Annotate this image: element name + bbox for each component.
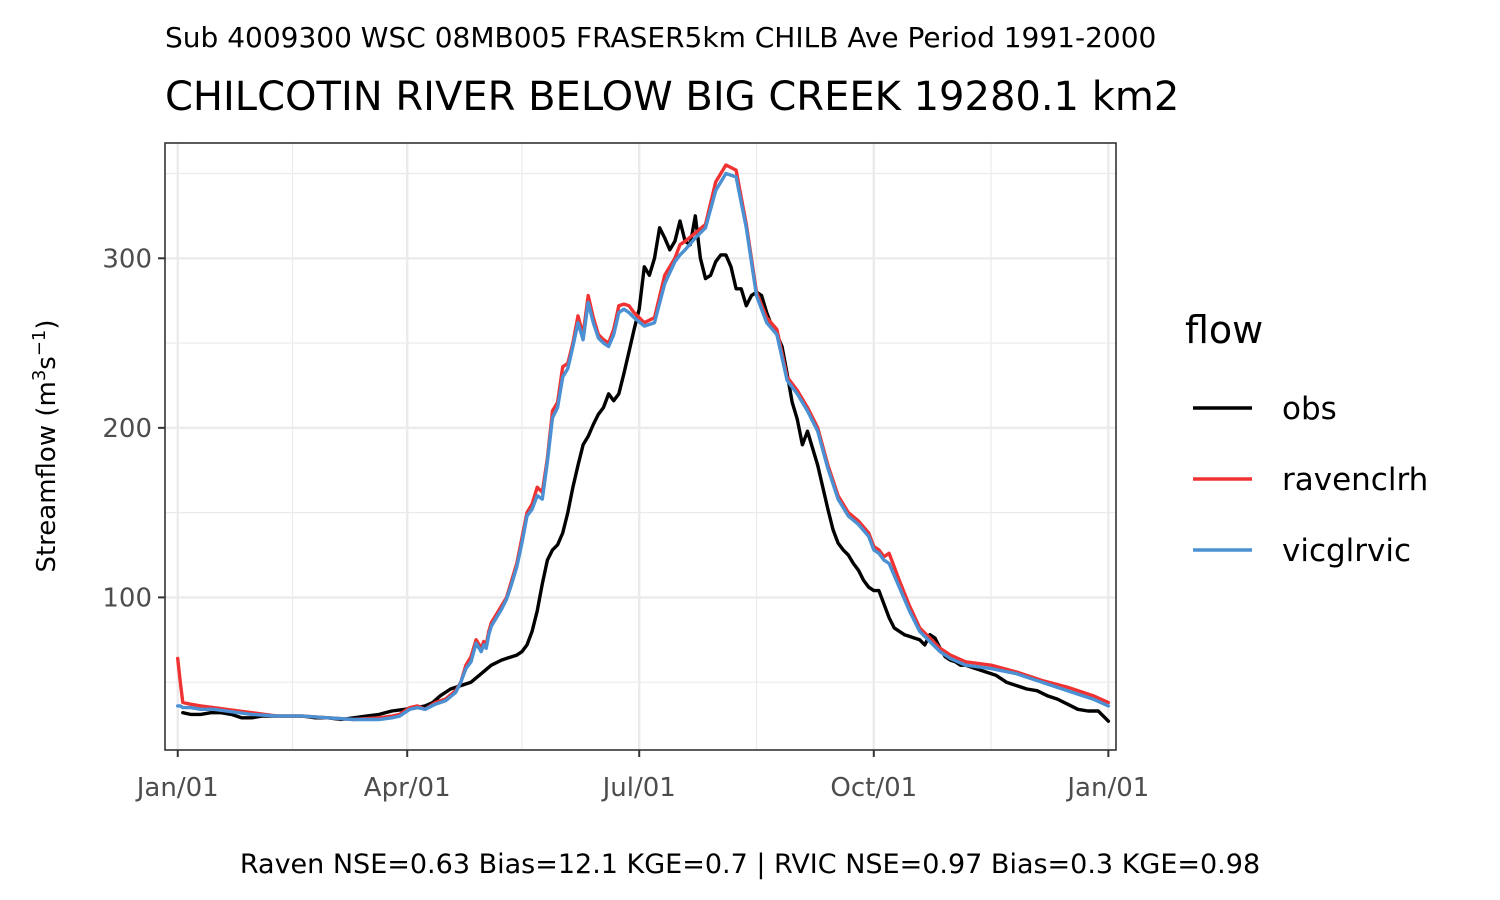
- y-axis-label-sup2: −1: [29, 330, 50, 357]
- y-axis-label-base: Streamflow (m: [32, 381, 62, 572]
- legend-item-vicglrvic: vicglrvic: [1193, 533, 1411, 569]
- legend-items: obs ravenclrh vicglrvic: [1193, 391, 1428, 569]
- series-lines: [175, 163, 1111, 723]
- y-tick-label-1: 200: [102, 414, 152, 444]
- y-axis-label-end: ): [32, 319, 62, 329]
- plot-panel: [164, 142, 1117, 751]
- x-tick-label-4: Jan/01: [1065, 773, 1149, 803]
- x-tick-label-0: Jan/01: [135, 773, 219, 803]
- y-axis: 100 200 300: [102, 244, 165, 613]
- legend-title: flow: [1185, 308, 1263, 352]
- legend-label-vicglrvic: vicglrvic: [1282, 533, 1411, 569]
- panel-background: [165, 143, 1116, 750]
- chart-caption: Raven NSE=0.63 Bias=12.1 KGE=0.7 | RVIC …: [240, 849, 1260, 880]
- x-tick-label-1: Apr/01: [364, 773, 451, 803]
- major-grid: [165, 143, 1116, 750]
- x-tick-label-2: Jul/01: [601, 773, 676, 803]
- chart-subtitle: Sub 4009300 WSC 08MB005 FRASER5km CHILB …: [165, 21, 1156, 54]
- panel-border: [164, 142, 1117, 751]
- y-axis-label: Streamflow (m3s−1): [29, 319, 62, 572]
- x-axis: Jan/01 Apr/01 Jul/01 Oct/01 Jan/01: [135, 750, 1149, 803]
- x-tick-label-3: Oct/01: [830, 773, 917, 803]
- legend-item-ravenclrh: ravenclrh: [1193, 462, 1428, 498]
- legend: flow obs ravenclrh vicglrvic: [1185, 308, 1428, 569]
- legend-label-ravenclrh: ravenclrh: [1282, 462, 1428, 498]
- y-axis-label-mid: s: [32, 356, 62, 370]
- legend-label-obs: obs: [1282, 391, 1337, 427]
- y-axis-label-sup1: 3: [29, 370, 50, 381]
- series-line-vicglrvic: [175, 171, 1111, 722]
- y-tick-label-0: 100: [102, 583, 152, 613]
- chart-title: CHILCOTIN RIVER BELOW BIG CREEK 19280.1 …: [165, 74, 1179, 120]
- legend-item-obs: obs: [1193, 391, 1337, 427]
- y-tick-label-2: 300: [102, 244, 152, 274]
- minor-grid: [165, 143, 1116, 750]
